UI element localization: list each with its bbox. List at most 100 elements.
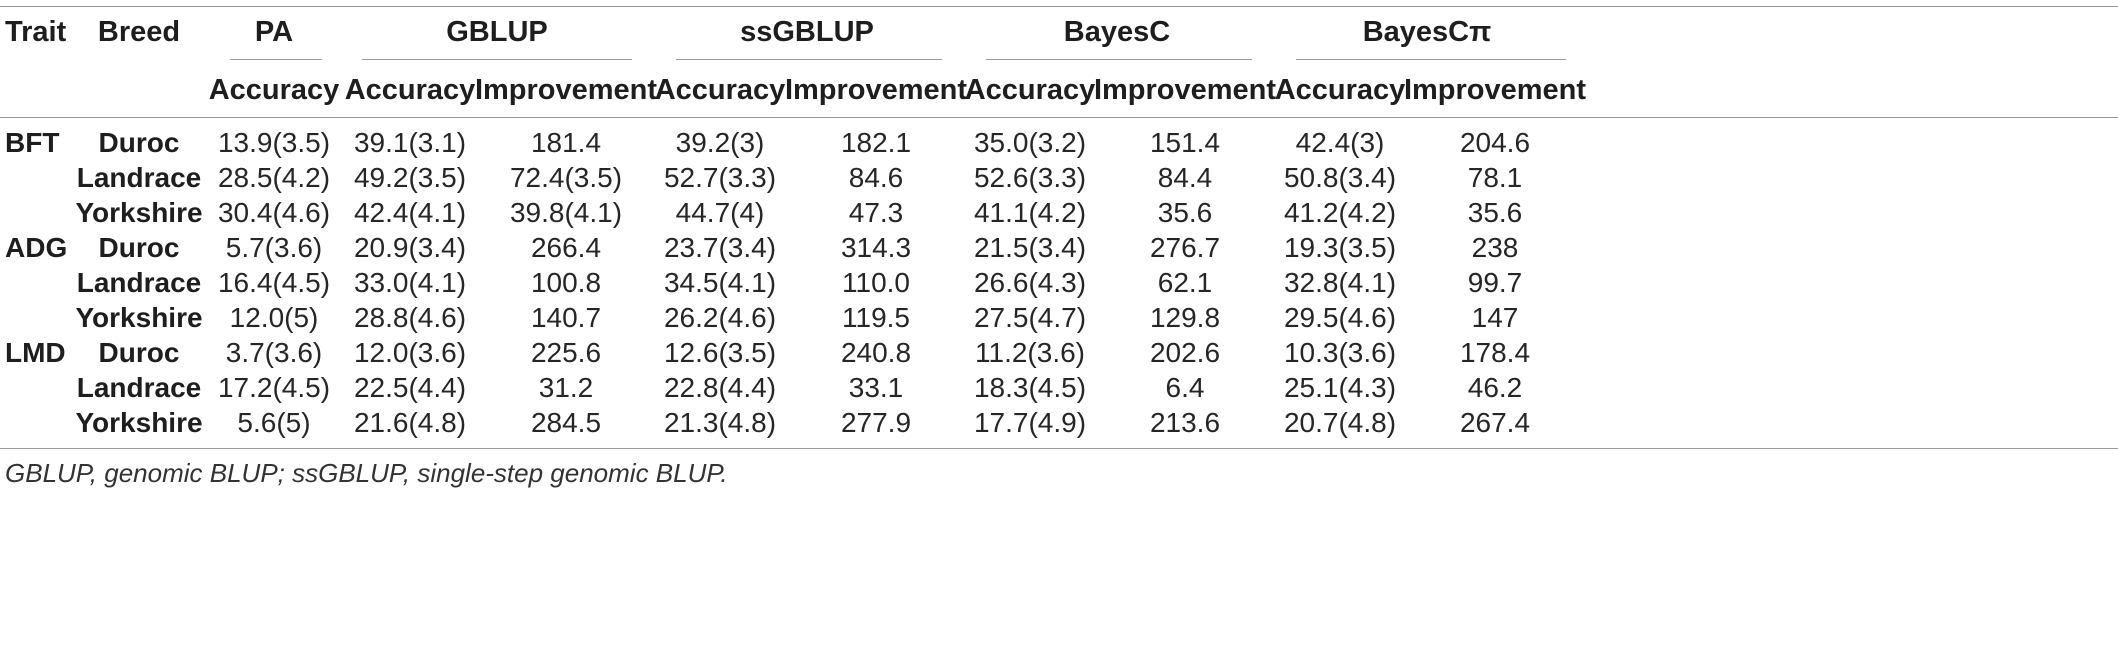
table-cell: 22.8(4.4): [663, 372, 777, 403]
subheader-accuracy-2: Accuracy: [344, 74, 476, 106]
table-cell: 26.2(4.6): [663, 302, 777, 333]
table-cell: 52.6(3.3): [973, 162, 1087, 193]
method-underline-2: [362, 59, 632, 60]
table-cell: 225.6: [530, 337, 602, 368]
table-cell: 277.9: [840, 407, 912, 438]
breed-label: Yorkshire: [75, 197, 203, 228]
table-cell: 314.3: [840, 232, 912, 263]
table-cell: 27.5(4.7): [973, 302, 1087, 333]
header-method-bayesc: BayesC: [1063, 16, 1171, 48]
table-cell: 39.8(4.1): [509, 197, 623, 228]
table-cell: 284.5: [530, 407, 602, 438]
subheader-improvement-3: Improvement: [474, 74, 658, 106]
table-cell: 276.7: [1149, 232, 1221, 263]
table-cell: 21.5(3.4): [973, 232, 1087, 263]
top-rule: [0, 6, 2118, 7]
table-cell: 34.5(4.1): [663, 267, 777, 298]
table-cell: 240.8: [840, 337, 912, 368]
breed-label: Landrace: [76, 162, 202, 193]
table-cell: 50.8(3.4): [1283, 162, 1397, 193]
subheader-accuracy-4: Accuracy: [654, 74, 786, 106]
table-cell: 110.0: [842, 267, 910, 298]
table-cell: 25.1(4.3): [1283, 372, 1397, 403]
table-cell: 178.4: [1459, 337, 1531, 368]
table-cell: 12.0(3.6): [353, 337, 467, 368]
breed-label: Landrace: [76, 372, 202, 403]
table-cell: 44.7(4): [675, 197, 765, 228]
table-cell: 12.6(3.5): [663, 337, 777, 368]
table-cell: 30.4(4.6): [217, 197, 331, 228]
breed-label: Duroc: [98, 127, 180, 158]
table-cell: 17.7(4.9): [973, 407, 1087, 438]
breed-label: Duroc: [98, 337, 180, 368]
table-cell: 42.4(3): [1295, 127, 1385, 158]
table-cell: 46.2: [1467, 372, 1523, 403]
subheader-accuracy-1: Accuracy: [208, 74, 340, 106]
header-breed: Breed: [97, 16, 181, 48]
subheader-improvement-9: Improvement: [1403, 74, 1587, 106]
breed-label: Duroc: [98, 232, 180, 263]
table-cell: 39.1(3.1): [353, 127, 467, 158]
table-cell: 6.4: [1165, 372, 1205, 403]
table-cell: 16.4(4.5): [217, 267, 331, 298]
header-trait: Trait: [5, 16, 67, 48]
bottom-rule: [0, 448, 2118, 449]
table-cell: 202.6: [1149, 337, 1221, 368]
table-cell: 41.2(4.2): [1283, 197, 1397, 228]
trait-label: ADG: [5, 232, 68, 263]
table-cell: 18.3(4.5): [973, 372, 1087, 403]
breed-label: Yorkshire: [75, 302, 203, 333]
breed-label: Yorkshire: [75, 407, 203, 438]
subheader-accuracy-8: Accuracy: [1274, 74, 1406, 106]
trait-label: LMD: [5, 337, 66, 368]
table-cell: 47.3: [848, 197, 904, 228]
subheader-improvement-5: Improvement: [784, 74, 968, 106]
table-cell: 49.2(3.5): [353, 162, 467, 193]
table-cell: 11.2(3.6): [975, 337, 1085, 368]
table-cell: 72.4(3.5): [509, 162, 623, 193]
table-footnote: GBLUP, genomic BLUP; ssGBLUP, single-ste…: [5, 458, 728, 488]
table-cell: 151.4: [1149, 127, 1221, 158]
table-cell: 3.7(3.6): [225, 337, 323, 368]
table-cell: 129.8: [1149, 302, 1221, 333]
table-cell: 182.1: [840, 127, 912, 158]
table-cell: 147: [1471, 302, 1519, 333]
table-cell: 19.3(3.5): [1283, 232, 1397, 263]
table-cell: 33.1: [848, 372, 904, 403]
table-cell: 238: [1471, 232, 1519, 263]
table-cell: 13.9(3.5): [217, 127, 331, 158]
table-cell: 39.2(3): [675, 127, 765, 158]
table-cell: 35.6: [1157, 197, 1213, 228]
table-cell: 35.6: [1467, 197, 1523, 228]
table-cell: 119.5: [842, 302, 910, 333]
table-cell: 35.0(3.2): [973, 127, 1087, 158]
table-cell: 213.6: [1149, 407, 1221, 438]
table-cell: 5.7(3.6): [225, 232, 323, 263]
table-cell: 140.7: [530, 302, 602, 333]
table-cell: 181.4: [530, 127, 602, 158]
table-cell: 267.4: [1459, 407, 1531, 438]
subheader-accuracy-6: Accuracy: [964, 74, 1096, 106]
table-cell: 10.3(3.6): [1283, 337, 1397, 368]
table-cell: 12.0(5): [229, 302, 319, 333]
table-cell: 84.4: [1157, 162, 1213, 193]
table-cell: 41.1(4.2): [973, 197, 1087, 228]
table-cell: 28.5(4.2): [217, 162, 331, 193]
header-method-pa: PA: [254, 16, 294, 48]
header-bottom-rule: [0, 117, 2118, 118]
table-cell: 84.6: [848, 162, 904, 193]
header-method-bayesc: BayesCπ: [1362, 16, 1492, 48]
table-cell: 21.6(4.8): [353, 407, 467, 438]
table-cell: 100.8: [530, 267, 602, 298]
table-cell: 42.4(4.1): [353, 197, 467, 228]
table-cell: 29.5(4.6): [1283, 302, 1397, 333]
table-cell: 266.4: [530, 232, 602, 263]
table-cell: 32.8(4.1): [1283, 267, 1397, 298]
table-cell: 33.0(4.1): [353, 267, 467, 298]
table-cell: 5.6(5): [237, 407, 311, 438]
method-underline-4: [986, 59, 1252, 60]
method-underline-5: [1296, 59, 1566, 60]
table-cell: 28.8(4.6): [353, 302, 467, 333]
table-cell: 21.3(4.8): [663, 407, 777, 438]
